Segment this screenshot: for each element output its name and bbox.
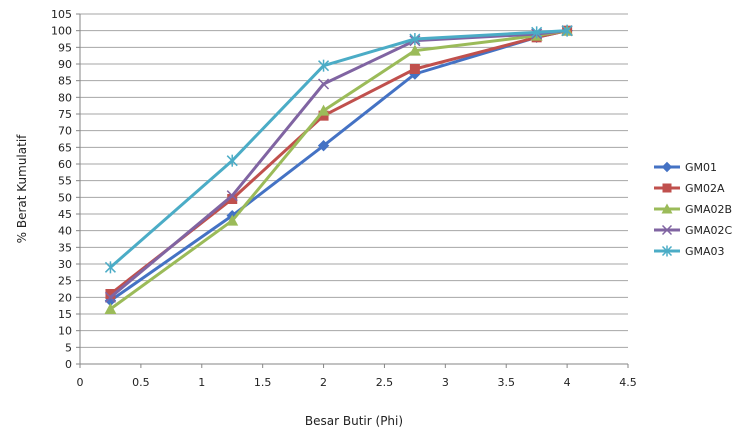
- data-point: [662, 183, 672, 193]
- data-point: [531, 26, 543, 39]
- x-tick-label: 1: [198, 376, 205, 389]
- x-tick-label: 1.5: [254, 376, 272, 389]
- series-line: [109, 29, 568, 269]
- gridlines: [80, 13, 628, 365]
- x-tick-label: 2: [320, 376, 327, 389]
- y-tick-label: 30: [58, 258, 72, 271]
- x-tick-label: 0: [77, 376, 84, 389]
- y-tick-label: 105: [51, 8, 72, 21]
- legend-label: GM01: [685, 161, 717, 174]
- x-tick-label: 4.5: [619, 376, 637, 389]
- series-gm02a: [105, 25, 573, 299]
- y-tick-label: 10: [58, 325, 72, 338]
- y-tick-label: 100: [51, 25, 72, 38]
- legend-entry: GMA02B: [654, 203, 732, 216]
- data-point: [104, 291, 116, 303]
- legend-entry: GM02A: [654, 182, 725, 195]
- legend-entry: GM01: [654, 161, 717, 174]
- legend-label: GM02A: [685, 182, 725, 195]
- data-point: [409, 33, 421, 45]
- data-point: [105, 289, 116, 299]
- series-gma02b: [104, 24, 574, 314]
- y-tick-label: 85: [58, 75, 72, 88]
- x-tick-label: 4: [564, 376, 571, 389]
- y-tick-label: 25: [58, 275, 72, 288]
- y-tick-label: 15: [58, 308, 72, 321]
- y-tick-label: 35: [58, 241, 72, 254]
- data-point: [318, 78, 330, 90]
- x-tick-label: 3.5: [497, 376, 515, 389]
- y-tick-label: 65: [58, 141, 72, 154]
- data-point: [104, 303, 117, 314]
- y-tick-label: 95: [58, 41, 72, 54]
- y-tick-label: 60: [58, 158, 72, 171]
- legend-label: GMA02C: [685, 224, 733, 237]
- legend-label: GMA03: [685, 245, 725, 258]
- data-point: [661, 203, 673, 214]
- y-tick-label: 40: [58, 225, 72, 238]
- data-point: [226, 214, 239, 226]
- x-tick-label: 0.5: [132, 376, 150, 389]
- y-tick-label: 90: [58, 58, 72, 71]
- series-lines: [104, 24, 574, 314]
- x-tick-label: 3: [442, 376, 449, 389]
- series-gma03: [104, 24, 573, 274]
- data-point: [318, 59, 330, 72]
- y-tick-label: 45: [58, 208, 72, 221]
- x-tick-label: 2.5: [376, 376, 394, 389]
- legend-entry: GMA03: [654, 245, 725, 258]
- y-tick-label: 75: [58, 108, 72, 121]
- data-point: [408, 44, 421, 56]
- data-point: [317, 139, 330, 152]
- x-axis-title: Besar Butir (Phi): [305, 414, 403, 428]
- y-axis-title: % Berat Kumulatif: [15, 134, 29, 244]
- y-tick-label: 20: [58, 291, 72, 304]
- data-point: [227, 194, 238, 204]
- legend-entry: GMA02C: [654, 224, 733, 237]
- series-line: [109, 29, 568, 311]
- data-point: [104, 261, 116, 274]
- data-point: [661, 224, 673, 236]
- y-tick-label: 70: [58, 125, 72, 138]
- y-tick-label: 5: [65, 341, 72, 354]
- legend: GM01 GM02A GMA02B GMA02C GMA03: [654, 161, 733, 258]
- data-point: [317, 104, 330, 116]
- y-tick-label: 80: [58, 91, 72, 104]
- data-point: [661, 161, 673, 173]
- axes: 0510152025303540455055606570758085909510…: [51, 8, 637, 389]
- y-tick-label: 55: [58, 175, 72, 188]
- data-point: [409, 64, 420, 74]
- y-tick-label: 50: [58, 191, 72, 204]
- data-point: [661, 245, 673, 257]
- data-point: [226, 154, 238, 167]
- data-point: [226, 190, 238, 202]
- y-tick-label: 0: [65, 358, 72, 371]
- legend-label: GMA02B: [685, 203, 732, 216]
- data-point: [561, 24, 573, 37]
